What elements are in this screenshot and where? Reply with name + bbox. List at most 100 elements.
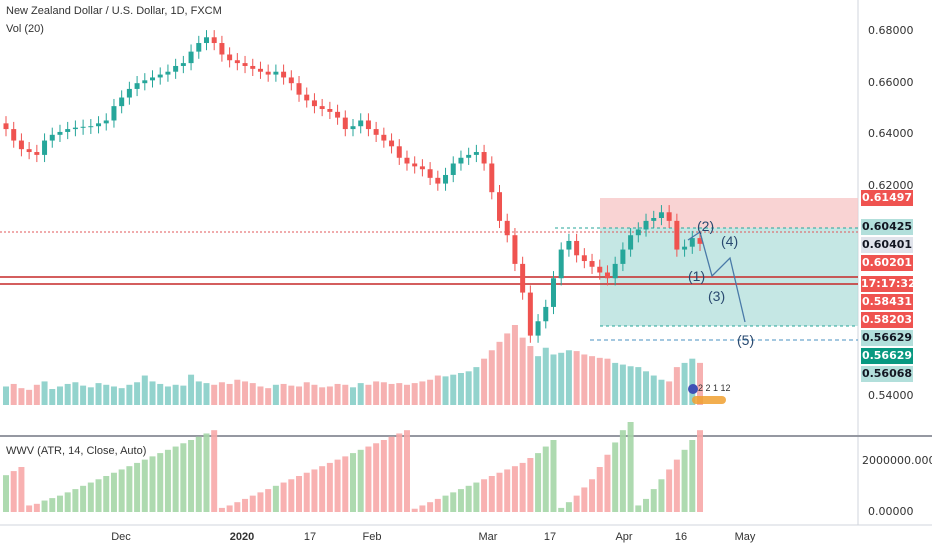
candle-body: [3, 123, 9, 130]
volume-bar: [434, 375, 441, 405]
volume-bar: [481, 358, 488, 405]
indicator-legend[interactable]: WWV (ATR, 14, Close, Auto): [6, 445, 147, 457]
candle-body: [150, 77, 156, 81]
price-tag-crosshair[interactable]: 0.60401: [861, 237, 913, 253]
volume-bar: [95, 383, 102, 405]
wwv-bar: [511, 466, 518, 512]
candle-body: [265, 71, 271, 75]
wwv-bar: [272, 485, 279, 512]
volume-bar: [49, 389, 56, 405]
candle-body: [11, 129, 17, 141]
wwv-bar: [465, 485, 472, 512]
candle-body: [49, 134, 55, 141]
wwv-bar: [612, 442, 619, 512]
wave-label-2[interactable]: (2): [697, 218, 715, 234]
candle-body: [635, 229, 641, 236]
wwv-bar: [373, 443, 380, 512]
wave-label-4[interactable]: (4): [721, 233, 739, 249]
volume-bar: [334, 383, 341, 405]
candle-body: [612, 263, 618, 279]
volume-bar: [134, 382, 141, 405]
volume-bar: [388, 383, 395, 405]
candle-body: [188, 51, 194, 64]
volume-bar: [218, 382, 225, 405]
wwv-bar: [442, 495, 449, 512]
stop-loss-zone[interactable]: [600, 198, 858, 228]
wwv-bar: [589, 479, 596, 512]
candle-body: [512, 235, 518, 264]
candle-body: [250, 65, 256, 69]
wwv-bar: [149, 456, 156, 512]
wwv-bar: [226, 505, 233, 512]
volume-bar: [280, 383, 287, 405]
candle-body: [373, 129, 379, 135]
wwv-bar: [604, 454, 611, 512]
wwv-bar: [49, 498, 56, 512]
candle-body: [682, 246, 688, 250]
volume-bar: [357, 383, 364, 405]
candle-body: [543, 306, 549, 322]
volume-bar: [10, 383, 17, 405]
price-tag-target[interactable]: 0.56629: [861, 348, 913, 364]
volume-bar: [188, 374, 195, 405]
volume-bar: [689, 358, 696, 405]
volume-bar: [542, 347, 549, 405]
candle-body: [535, 321, 541, 336]
candle-body: [42, 140, 48, 155]
price-tag-stop[interactable]: 0.61497: [861, 190, 913, 206]
wwv-bar: [542, 446, 549, 512]
earnings-event-icon[interactable]: [692, 396, 726, 404]
candle-body: [142, 80, 148, 84]
wwv-bar: [118, 469, 125, 512]
volume-bar: [80, 385, 87, 405]
candle-body: [203, 37, 209, 44]
volume-bar: [249, 383, 256, 405]
volume-bar: [172, 384, 179, 405]
wwv-bar: [396, 433, 403, 512]
candle-body: [34, 152, 40, 155]
wwv-bar: [350, 453, 356, 512]
wwv-bar: [635, 505, 642, 512]
candle-body: [466, 154, 472, 158]
countdown-tag: 17:17:32: [861, 276, 916, 292]
indicator-tick: 2000000.00000: [862, 454, 932, 467]
candle-body: [481, 152, 487, 164]
event-flag-icon[interactable]: [688, 384, 698, 394]
symbol-title[interactable]: New Zealand Dollar / U.S. Dollar, 1D, FX…: [6, 5, 222, 17]
wwv-bar: [211, 430, 218, 512]
volume-bar: [558, 352, 565, 405]
volume-bar: [118, 388, 125, 405]
price-tag-level[interactable]: 0.58431: [861, 294, 913, 310]
wave-label-3[interactable]: (3): [708, 288, 726, 304]
candle-body: [319, 106, 325, 109]
candle-body: [327, 109, 333, 112]
price-tag-low[interactable]: 0.56068: [861, 366, 913, 382]
candle-body: [157, 74, 163, 78]
wave-label-1[interactable]: (1): [688, 268, 706, 284]
candle-body: [412, 163, 418, 167]
volume-bar: [473, 367, 480, 405]
price-tag-last[interactable]: 0.60201: [861, 255, 913, 271]
volume-bar: [365, 384, 372, 405]
volume-bar: [619, 364, 626, 405]
volume-bar: [26, 389, 33, 405]
wwv-bar: [689, 440, 696, 512]
wwv-bar: [195, 436, 202, 512]
candle-body: [257, 68, 263, 72]
events-badge[interactable]: 2 2 1 12: [698, 383, 731, 393]
candlestick-series[interactable]: [3, 30, 703, 343]
volume-bar: [203, 383, 210, 405]
wave-label-5[interactable]: (5): [737, 332, 755, 348]
candle-body: [242, 63, 248, 66]
volume-legend[interactable]: Vol (20): [6, 23, 44, 35]
price-tag-level[interactable]: 0.58203: [861, 312, 913, 328]
price-tag-target[interactable]: 0.56629: [861, 330, 913, 346]
price-tag-entry[interactable]: 0.60425: [861, 219, 913, 235]
candle-body: [574, 240, 580, 256]
volume-bar: [457, 373, 464, 405]
wwv-bar: [334, 459, 341, 512]
volume-bar: [666, 381, 673, 405]
elliott-wave-path[interactable]: [687, 230, 746, 323]
